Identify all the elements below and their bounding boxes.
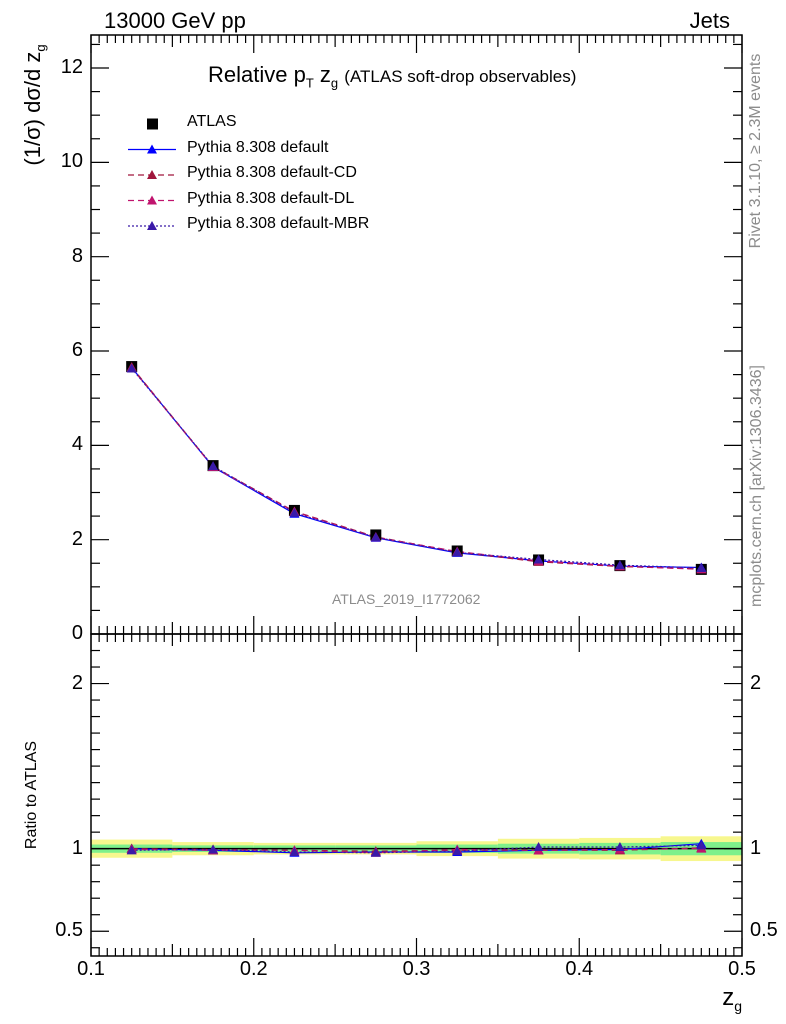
title-main: Relative p bbox=[208, 62, 306, 87]
energy-label: 13000 GeV pp bbox=[104, 8, 246, 33]
legend-marker-1 bbox=[147, 144, 157, 154]
ratio-y-tick-label-right: 1 bbox=[750, 836, 762, 859]
legend-label-3: Pythia 8.308 default-DL bbox=[187, 189, 355, 207]
rivet-version-label: Rivet 3.1.10, ≥ 2.3M events bbox=[747, 53, 764, 249]
series-marker-4 bbox=[533, 554, 544, 564]
main-y-tick-label: 4 bbox=[71, 433, 83, 456]
ratio-line-2 bbox=[131, 848, 702, 854]
legend-label-0: ATLAS bbox=[187, 113, 237, 130]
legend-marker-4 bbox=[147, 221, 157, 230]
x-tick-label: 0.1 bbox=[77, 958, 105, 980]
ratio-marker-3 bbox=[452, 846, 463, 856]
main-y-tick-label: 2 bbox=[71, 527, 83, 550]
x-tick-label: 0.2 bbox=[239, 958, 268, 980]
plot-title: Relative pT zg (ATLAS soft-drop observab… bbox=[208, 62, 576, 90]
ratio-marker-3 bbox=[289, 846, 300, 856]
legend bbox=[128, 118, 176, 230]
series-marker-4 bbox=[370, 532, 381, 542]
legend-label-4: Pythia 8.308 default-MBR bbox=[187, 215, 370, 232]
x-tick-label: 0.4 bbox=[565, 958, 594, 980]
ratio-marker-3 bbox=[614, 842, 625, 852]
series-line-3 bbox=[131, 367, 702, 570]
main-y-tick-label: 6 bbox=[71, 339, 83, 361]
ratio-line-3 bbox=[131, 844, 702, 854]
x-axis-label: zg bbox=[722, 984, 742, 1014]
process-label: Jets bbox=[689, 8, 730, 33]
series-marker-4 bbox=[614, 560, 625, 570]
series-marker-4 bbox=[289, 507, 300, 517]
ratio-y-tick-label-right: 0.5 bbox=[750, 919, 778, 942]
ratio-marker-3 bbox=[533, 842, 544, 852]
series-marker-4 bbox=[208, 461, 219, 471]
ratio-marker-3 bbox=[208, 844, 219, 854]
main-y-tick-label: 0 bbox=[71, 622, 83, 644]
series-marker-4 bbox=[696, 562, 707, 572]
x-axis-label-sub: g bbox=[734, 997, 742, 1014]
ratio-marker-3 bbox=[370, 847, 381, 857]
main-y-axis-label: (1/σ) dσ/d zg bbox=[19, 44, 49, 166]
mcplots-reference-label: mcplots.cern.ch [arXiv:1306.3436] bbox=[748, 365, 765, 607]
title-rest: (ATLAS soft-drop observables) bbox=[344, 67, 577, 86]
legend-label-1: Pythia 8.308 default bbox=[187, 138, 329, 156]
legend-marker-atlas bbox=[147, 118, 158, 130]
x-tick-label: 0.3 bbox=[402, 958, 431, 980]
ratio-y-tick-label: 1 bbox=[71, 836, 83, 859]
main-y-axis-label-sub: g bbox=[33, 44, 49, 52]
main-y-tick-label: 12 bbox=[60, 56, 83, 79]
main-series-group bbox=[126, 361, 707, 575]
analysis-watermark: ATLAS_2019_I1772062 bbox=[332, 591, 481, 607]
legend-label-2: Pythia 8.308 default-CD bbox=[187, 164, 357, 181]
legend-marker-2 bbox=[147, 170, 157, 179]
title-var: z bbox=[319, 62, 331, 87]
ratio-y-tick-label: 2 bbox=[71, 671, 83, 694]
ratio-marker-3 bbox=[126, 845, 137, 855]
ratio-series-group bbox=[126, 838, 707, 857]
ratio-frame bbox=[90, 633, 743, 957]
ratio-y-tick-label: 0.5 bbox=[55, 919, 83, 942]
axis-ticks bbox=[90, 35, 743, 956]
main-y-tick-label: 10 bbox=[60, 150, 83, 173]
ratio-y-axis-label: Ratio to ATLAS bbox=[23, 740, 40, 850]
legend-marker-3 bbox=[147, 195, 157, 205]
title-sub: T bbox=[305, 75, 314, 91]
ratio-marker-3 bbox=[696, 840, 707, 850]
series-marker-4 bbox=[126, 363, 137, 373]
title-var-sub: g bbox=[330, 75, 339, 91]
ratio-y-tick-label-right: 2 bbox=[750, 671, 762, 694]
main-y-tick-label: 8 bbox=[71, 244, 83, 267]
series-marker-4 bbox=[452, 547, 463, 557]
x-tick-label: 0.5 bbox=[728, 958, 756, 980]
